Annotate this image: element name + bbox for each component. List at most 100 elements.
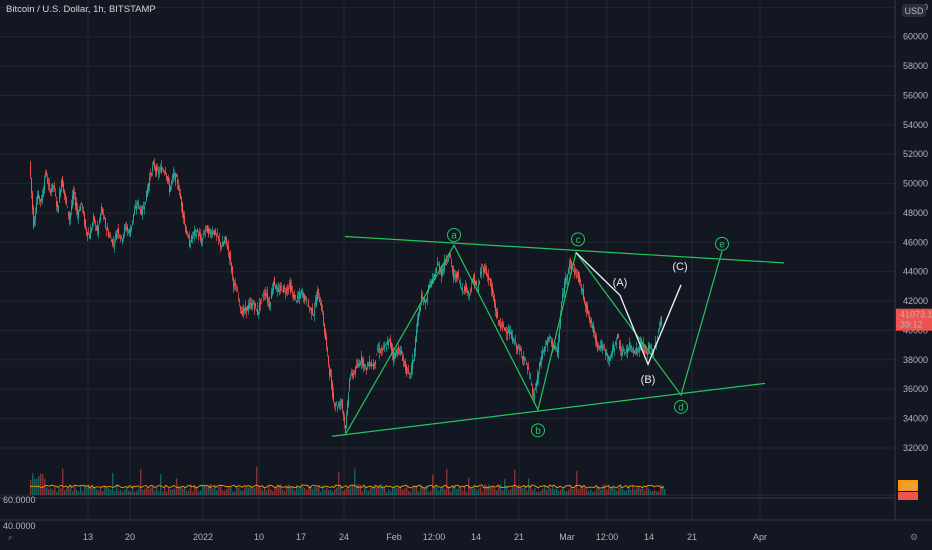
volume-bar (524, 486, 526, 495)
candle-body (76, 202, 77, 210)
upper-trendline[interactable] (344, 235, 785, 264)
candle-body (355, 366, 356, 374)
volume-bar (136, 490, 138, 495)
candle-body (32, 192, 33, 210)
candle-body (55, 194, 56, 196)
volume-bar (662, 485, 664, 495)
volume-bar (598, 486, 600, 495)
candle-body (541, 356, 542, 364)
candle-body (539, 362, 540, 371)
candle-body (636, 348, 637, 354)
volume-bar (112, 472, 114, 495)
volume-bar (78, 491, 80, 495)
candle-body (500, 324, 501, 329)
volume-bar (166, 491, 168, 495)
volume-bar (222, 490, 224, 495)
elliott-abcde-path[interactable] (345, 244, 723, 434)
candle-body (399, 349, 400, 351)
time-axis[interactable]: 13 20 2022 10 17 24 Feb 12:00 14 21 Mar 12:00 14 21 Ap… (0, 519, 895, 542)
candle-body (145, 201, 146, 204)
volume-bar (562, 487, 564, 495)
volume-bar (318, 485, 320, 495)
candle-body (169, 183, 170, 193)
volume-bar (92, 486, 94, 495)
candle-body (245, 307, 246, 311)
volume-bar (172, 489, 174, 495)
candle-body (241, 311, 242, 315)
volume-bar (364, 486, 366, 495)
volume-bar (358, 484, 360, 495)
time-tick-label: 17 (296, 532, 306, 542)
candle-body (551, 339, 552, 344)
candle-body (308, 300, 309, 307)
candle-body (357, 363, 358, 367)
candle-body (450, 254, 451, 257)
candle-body (243, 308, 244, 313)
volume-bar (202, 484, 204, 495)
candle-body (178, 185, 179, 190)
candle-body (646, 351, 647, 354)
volume-bar (418, 491, 420, 495)
volume-bar (304, 487, 306, 495)
candle-body (634, 350, 635, 354)
candle-body (259, 303, 260, 311)
time-tick-label: 2022 (193, 532, 213, 542)
candle-body (139, 206, 140, 208)
wave-label-circle-e (715, 236, 729, 251)
candle-body (296, 300, 297, 302)
timezone-icon[interactable]: ⌕ (8, 533, 12, 542)
volume-bar (114, 491, 116, 495)
volume-bar (274, 487, 276, 495)
volume-bar (582, 487, 584, 495)
candle-body (563, 294, 564, 297)
candle-body (599, 345, 600, 348)
candle-body (257, 308, 258, 315)
volume-bar (360, 484, 362, 495)
candle-body (490, 278, 491, 286)
volume-bar (388, 489, 390, 495)
volume-bar (50, 488, 52, 495)
volume-bar (512, 485, 514, 495)
candle-body (647, 351, 648, 356)
candle-body (304, 295, 305, 301)
volume-bar (494, 488, 496, 495)
candle-body (93, 215, 94, 221)
candle-body (489, 278, 490, 280)
candle-body (494, 298, 495, 305)
candle-body (306, 299, 307, 303)
volume-bar (140, 469, 142, 495)
volume-bar (152, 486, 154, 495)
candle-body (531, 384, 532, 386)
volume-bar (462, 490, 464, 495)
time-tick-label: Feb (386, 532, 402, 542)
candle-body (495, 303, 496, 311)
candle-body (607, 353, 608, 357)
candle-body (619, 340, 620, 349)
candle-body (483, 267, 484, 273)
volume-bar (244, 487, 246, 495)
candle-body (129, 229, 130, 233)
volume-bar (200, 490, 202, 495)
candle-body (323, 313, 324, 325)
candle-body (368, 364, 369, 367)
volume-bar (142, 489, 144, 495)
candle-body (476, 281, 477, 286)
volume-bar (330, 489, 332, 495)
abc-correction-path[interactable] (575, 252, 682, 367)
candle-body (273, 281, 274, 291)
candle-body (660, 322, 661, 327)
lower-trendline[interactable] (331, 382, 766, 437)
volume-bar (464, 487, 466, 495)
candle-body (233, 277, 234, 288)
time-tick-label: 14 (471, 532, 481, 542)
candle-body (485, 267, 486, 271)
candle-body (591, 319, 592, 323)
currency-badge[interactable] (902, 4, 926, 17)
candle-body (109, 235, 110, 237)
price-axis[interactable]: 3200034000360003800040000420004400046000… (894, 0, 928, 520)
volume-bar (556, 488, 558, 495)
settings-icon[interactable]: ⚙ (910, 532, 918, 542)
candle-body (232, 266, 233, 276)
candle-body (327, 348, 328, 353)
